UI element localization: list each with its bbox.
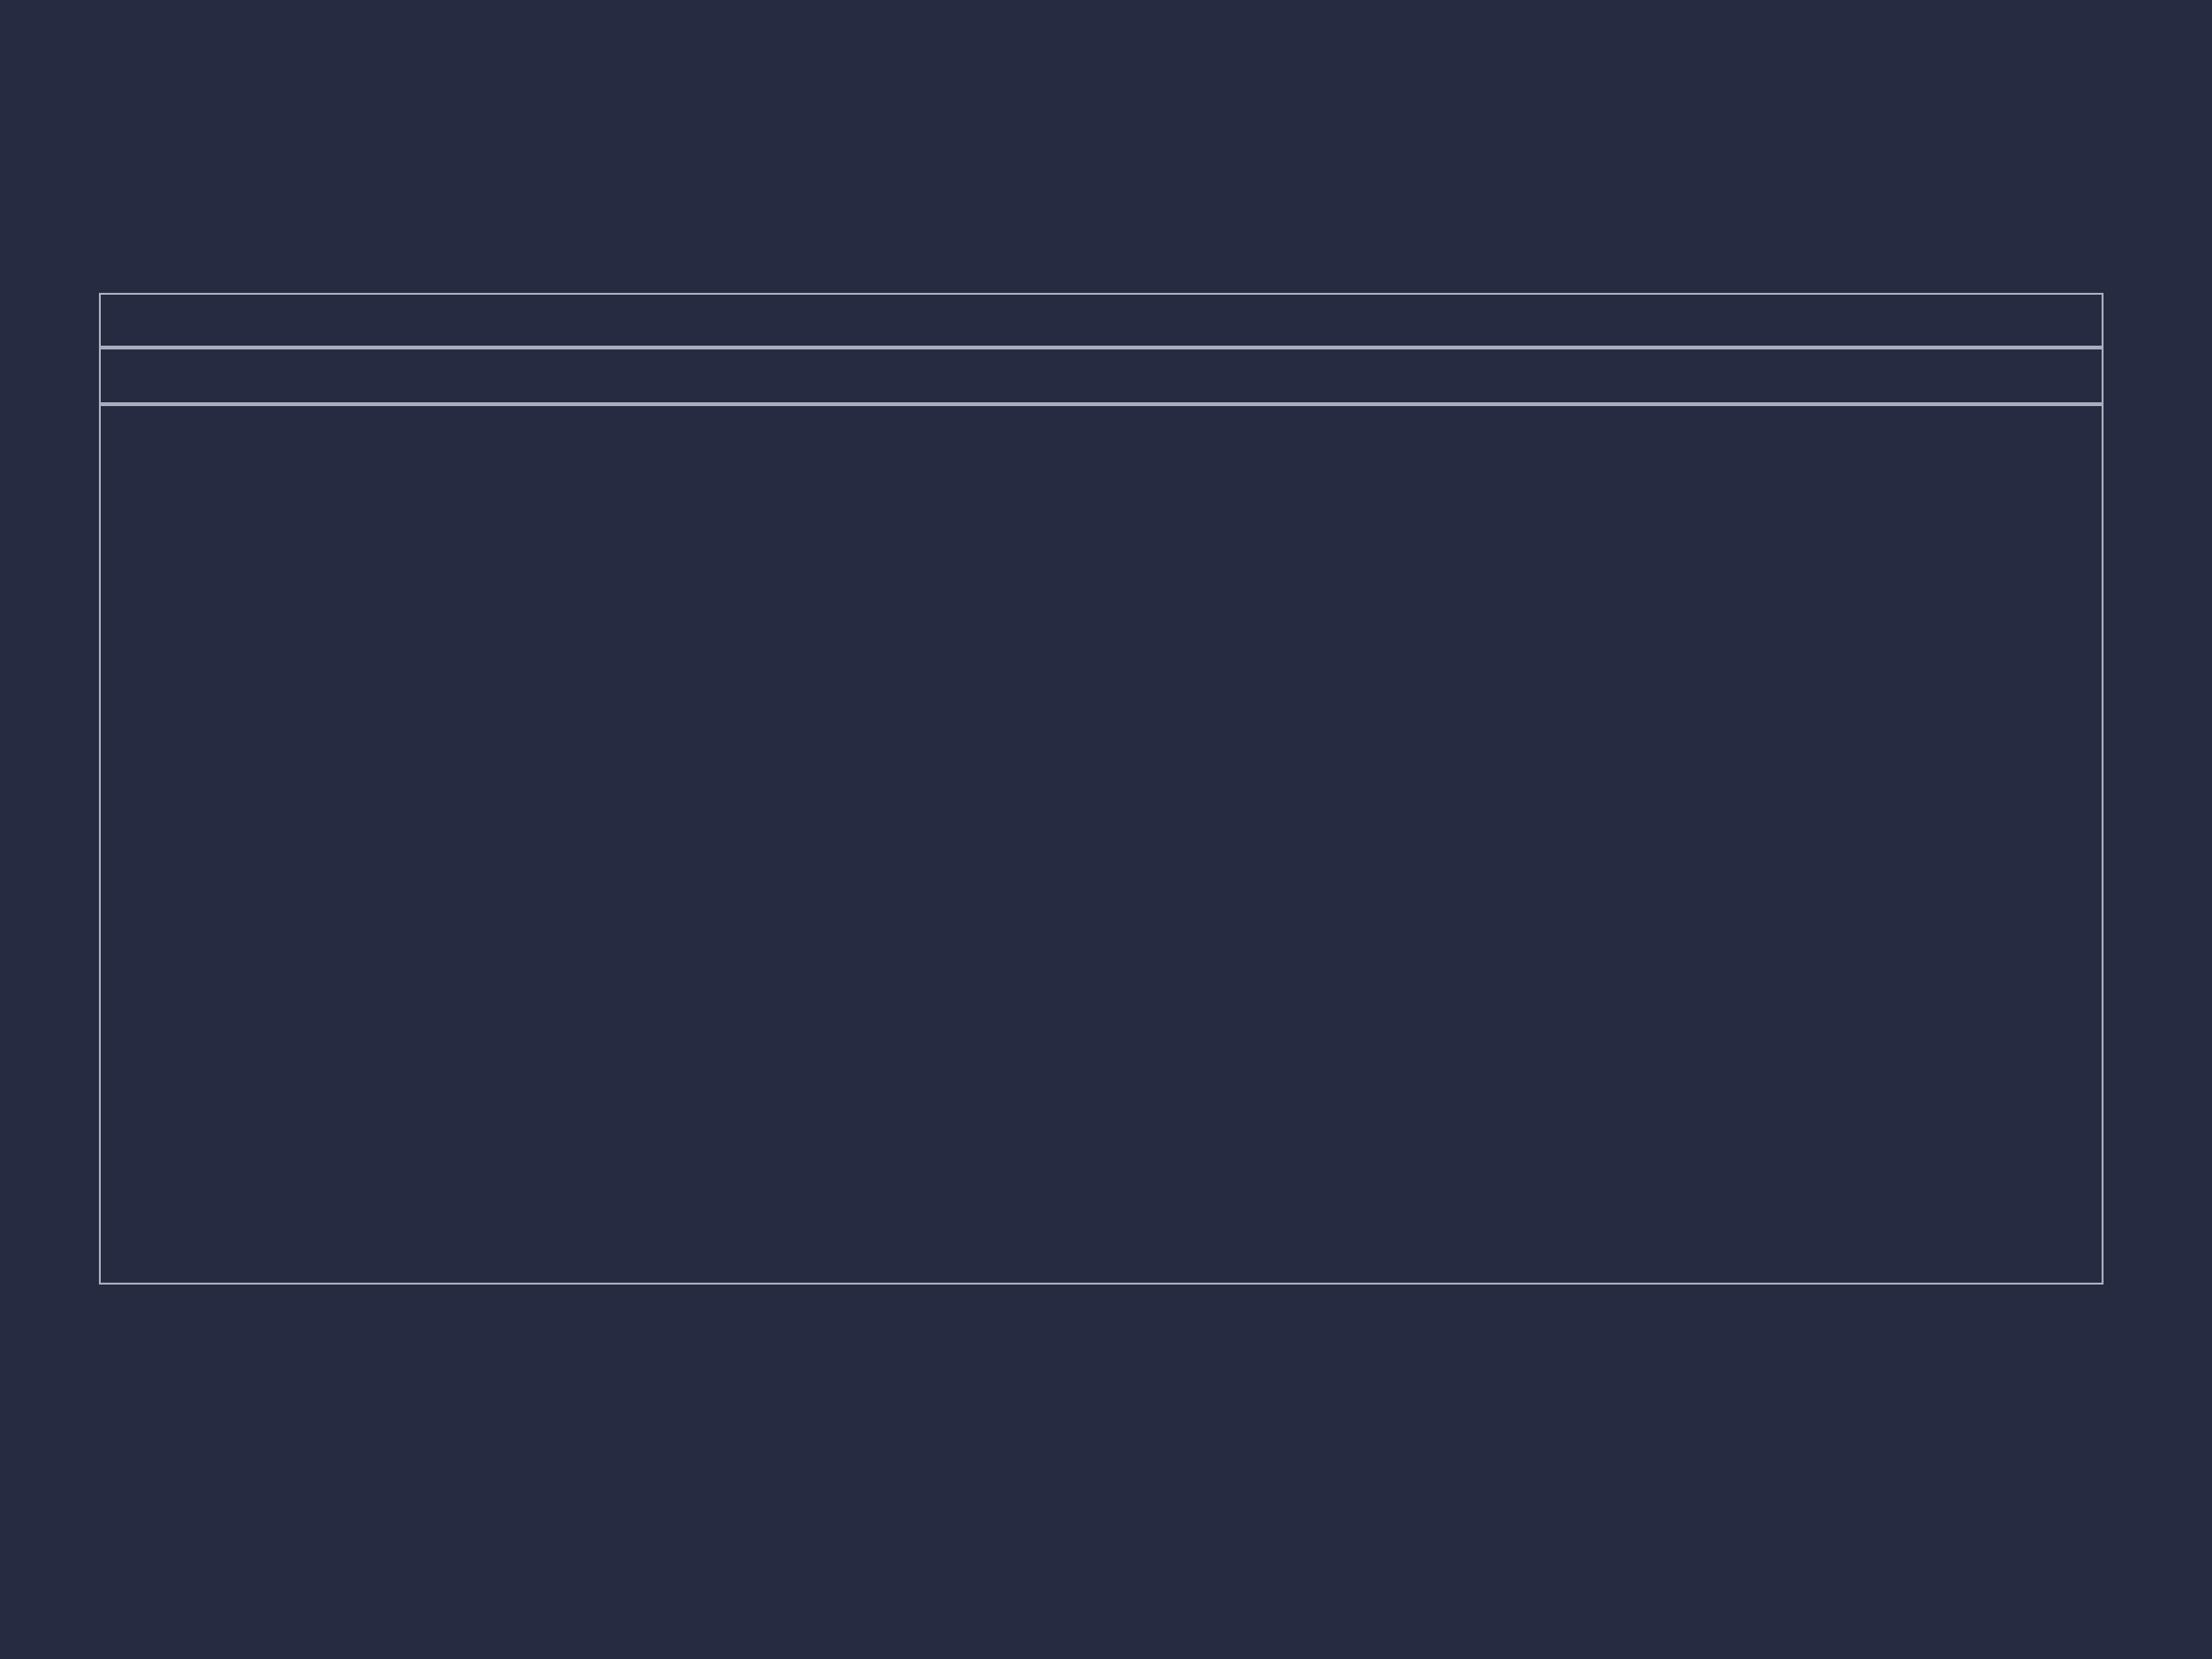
- window-schedule-title-bar: [101, 295, 2102, 348]
- schedule-sheet: [99, 293, 2104, 1285]
- general-notes: [101, 404, 2102, 1283]
- door-schedule-title-bar: [101, 348, 2102, 404]
